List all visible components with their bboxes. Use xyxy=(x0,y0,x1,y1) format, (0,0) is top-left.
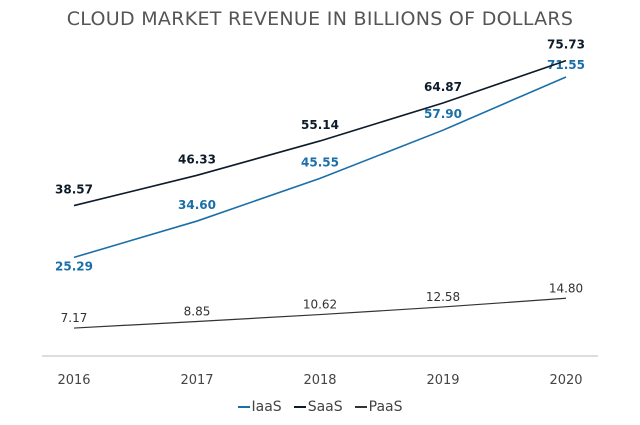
data-label: 8.85 xyxy=(184,304,211,318)
chart-title: CLOUD MARKET REVENUE IN BILLIONS OF DOLL… xyxy=(66,8,574,30)
legend-label: PaaS xyxy=(368,399,403,415)
x-tick-label: 2018 xyxy=(303,373,336,388)
x-tick-label: 2020 xyxy=(549,373,582,388)
legend-item-iaas: IaaS xyxy=(237,399,282,415)
data-label: 55.14 xyxy=(301,118,339,132)
data-label: 10.62 xyxy=(303,298,337,312)
data-label: 45.55 xyxy=(301,155,339,169)
data-label: 64.87 xyxy=(424,80,462,94)
legend-label: IaaS xyxy=(251,399,282,415)
x-tick-label: 2019 xyxy=(426,373,459,388)
data-label: 46.33 xyxy=(178,152,216,166)
legend-swatch xyxy=(354,406,367,408)
data-label: 34.60 xyxy=(178,198,216,212)
data-label: 25.29 xyxy=(55,259,93,273)
legend: IaaS SaaS PaaS xyxy=(0,396,640,415)
legend-swatch xyxy=(237,406,250,408)
data-label: 38.57 xyxy=(55,183,93,197)
data-label: 7.17 xyxy=(61,311,88,325)
legend-item-saas: SaaS xyxy=(293,399,343,415)
series-line-saas xyxy=(73,59,567,207)
legend-item-paas: PaaS xyxy=(354,399,403,415)
data-label: 75.73 xyxy=(547,38,585,52)
legend-label: SaaS xyxy=(307,399,343,415)
data-label: 57.90 xyxy=(424,107,462,121)
data-label: 71.55 xyxy=(547,58,585,72)
x-tick-label: 2017 xyxy=(180,373,213,388)
data-label: 14.80 xyxy=(549,281,583,295)
x-tick-label: 2016 xyxy=(57,373,90,388)
legend-swatch xyxy=(293,406,306,408)
data-label: 12.58 xyxy=(426,290,460,304)
